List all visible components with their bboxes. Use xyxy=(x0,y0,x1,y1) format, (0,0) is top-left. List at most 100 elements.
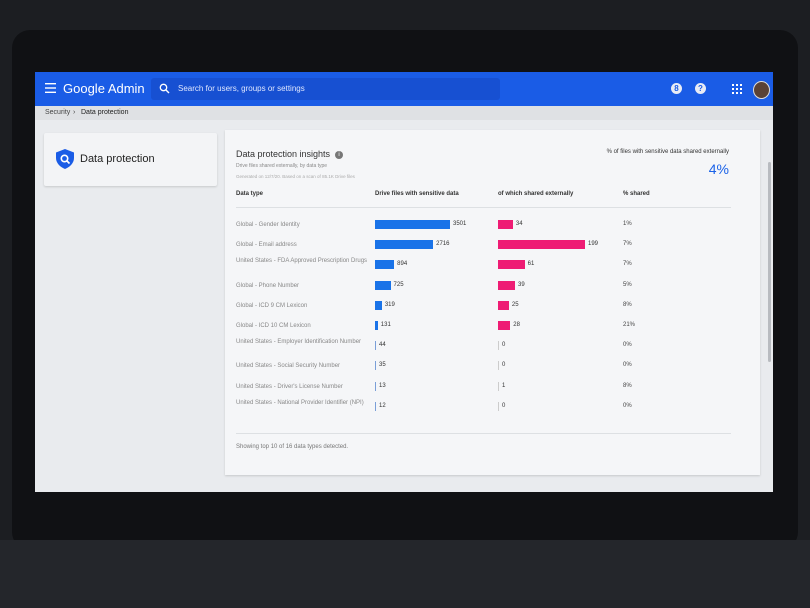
pct-shared: 21% xyxy=(623,322,636,328)
data-type-label: Global - ICD 10 CM Lexicon xyxy=(236,323,311,329)
search-placeholder: Search for users, groups or settings xyxy=(178,84,305,93)
pct-shared: 8% xyxy=(623,301,632,308)
table-row: Global - Gender Identity 3501 34 1% xyxy=(236,220,731,241)
shared-bar xyxy=(498,381,499,391)
data-type-label: United States - FDA Approved Prescriptio… xyxy=(236,258,368,265)
pct-shared: 0% xyxy=(623,342,632,349)
shared-count: 1 xyxy=(502,382,506,389)
shared-count: 0 xyxy=(502,402,506,409)
files-bar xyxy=(375,240,434,250)
column-header-pct: % shared xyxy=(623,191,650,197)
files-count: 131 xyxy=(380,322,391,328)
shared-count: 199 xyxy=(588,241,599,248)
card-title: Data protection xyxy=(80,153,155,165)
files-count: 2716 xyxy=(436,241,450,248)
files-count: 3501 xyxy=(453,221,467,227)
laptop-keyboard xyxy=(0,540,810,608)
shared-bar xyxy=(498,341,499,351)
column-header-files: Drive files with sensitive data xyxy=(375,191,459,197)
info-icon[interactable]: i xyxy=(335,151,344,159)
pct-shared: 7% xyxy=(623,261,632,268)
table-row: United States - Social Security Number 35… xyxy=(236,361,731,382)
pct-shared: 7% xyxy=(623,241,632,248)
data-protection-card: Data protection xyxy=(44,133,217,186)
files-count: 894 xyxy=(397,261,408,268)
data-type-label: Global - Phone Number xyxy=(236,282,300,289)
files-count: 12 xyxy=(379,402,386,409)
shared-count: 34 xyxy=(515,221,523,227)
pct-shared: 8% xyxy=(623,382,632,389)
search-icon xyxy=(159,83,170,94)
table-row: Global - Phone Number 725 39 5% xyxy=(236,280,731,302)
pct-shared: 0% xyxy=(623,402,632,409)
files-count: 44 xyxy=(379,342,386,349)
breadcrumb-security[interactable]: Security xyxy=(45,109,71,116)
data-type-label: United States - Social Security Number xyxy=(236,363,341,370)
shared-bar xyxy=(498,321,511,330)
search-input[interactable]: Search for users, groups or settings xyxy=(151,78,500,100)
scrollbar[interactable] xyxy=(768,162,771,362)
header-divider xyxy=(236,207,731,208)
shared-count: 28 xyxy=(513,322,520,328)
table-row: Global - ICD 10 CM Lexicon 131 28 21% xyxy=(236,321,731,342)
files-count: 725 xyxy=(393,281,404,288)
footer-divider xyxy=(236,433,731,434)
insights-title: Data protection insights i xyxy=(236,149,344,159)
shared-count: 39 xyxy=(518,281,525,288)
table-row: Global - Email address 2716 199 7% xyxy=(236,240,731,261)
data-type-label: United States - Driver's License Number xyxy=(236,383,343,390)
kpi-label: % of files with sensitive data shared ex… xyxy=(606,149,729,155)
files-count: 35 xyxy=(379,362,386,369)
breadcrumb-separator: › xyxy=(73,109,76,116)
menu-icon[interactable] xyxy=(45,83,56,93)
avatar[interactable] xyxy=(753,81,770,99)
support-icon[interactable]: 8 xyxy=(671,83,682,94)
files-count: 13 xyxy=(379,382,386,389)
shared-bar xyxy=(498,260,525,270)
files-bar xyxy=(375,321,378,330)
data-type-label: United States - Employer Identification … xyxy=(236,339,362,346)
files-bar xyxy=(375,260,395,270)
insights-subtitle: Drive files shared externally, by data t… xyxy=(236,163,328,169)
breadcrumb-data-protection: Data protection xyxy=(81,109,129,116)
pct-shared: 5% xyxy=(623,281,632,288)
pct-shared: 1% xyxy=(623,221,632,227)
files-bar xyxy=(375,220,450,229)
files-bar xyxy=(375,280,391,290)
data-type-label: Global - Gender Identity xyxy=(236,222,300,228)
help-icon[interactable]: ? xyxy=(695,83,706,94)
pct-shared: 0% xyxy=(623,362,632,369)
data-type-label: Global - ICD 9 CM Lexicon xyxy=(236,302,308,309)
table-row: United States - National Provider Identi… xyxy=(236,400,731,423)
insights-card: Data protection insights i Drive files sh… xyxy=(225,130,760,475)
screen: Google Admin Search for users, groups or… xyxy=(35,72,773,492)
shared-bar xyxy=(498,361,499,371)
shield-search-icon xyxy=(56,149,74,169)
breadcrumb: Security › Data protection xyxy=(35,106,773,120)
files-bar xyxy=(375,381,376,391)
shared-bar xyxy=(498,401,499,411)
data-type-label: United States - National Provider Identi… xyxy=(236,399,364,406)
files-count: 319 xyxy=(384,301,395,308)
insights-title-text: Data protection insights xyxy=(236,149,331,159)
shared-bar xyxy=(498,240,585,250)
kpi-value: 4% xyxy=(708,161,729,177)
column-header-shared: of which shared externally xyxy=(498,191,574,197)
table-row: United States - Driver's License Number 1… xyxy=(236,381,731,403)
table-row: United States - FDA Approved Prescriptio… xyxy=(236,258,731,281)
generated-note: Generated on 12/7/20. Based on a scan of… xyxy=(236,174,355,179)
files-bar xyxy=(375,341,376,351)
shared-bar xyxy=(498,280,516,290)
files-bar xyxy=(375,300,382,310)
shared-bar xyxy=(498,300,509,310)
shared-count: 0 xyxy=(502,342,506,349)
app-logo[interactable]: Google Admin xyxy=(63,81,145,96)
shared-bar xyxy=(498,220,513,229)
table-footer: Showing top 10 of 16 data types detected… xyxy=(236,444,349,450)
column-header-data-type: Data type xyxy=(236,191,264,197)
shared-count: 25 xyxy=(511,301,519,308)
files-bar xyxy=(375,401,376,411)
apps-grid-icon[interactable] xyxy=(732,84,742,94)
data-type-label: Global - Email address xyxy=(236,242,297,249)
shared-count: 61 xyxy=(527,261,535,268)
